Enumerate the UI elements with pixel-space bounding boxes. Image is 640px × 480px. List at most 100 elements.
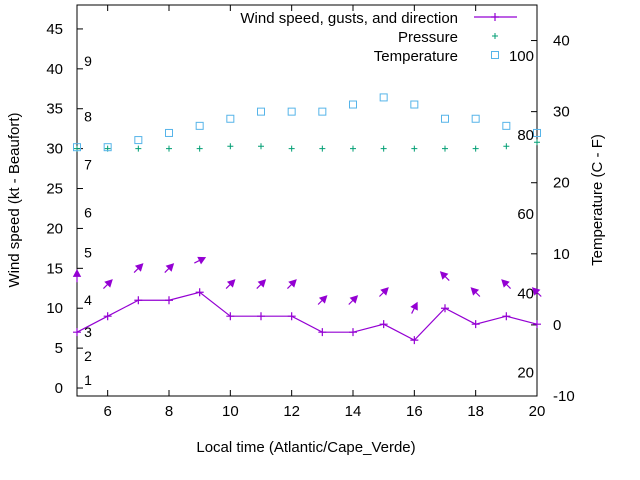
x-tick-label: 20 <box>529 403 546 420</box>
pressure-point <box>196 145 203 152</box>
fahrenheit-label: 100 <box>509 48 534 65</box>
temperature-point <box>533 128 541 137</box>
series-layer <box>72 93 542 345</box>
fahrenheit-label: 80 <box>517 127 534 144</box>
wind-speed-point <box>349 328 357 337</box>
x-tick-label: 10 <box>222 403 239 420</box>
wind-speed-point <box>410 336 419 345</box>
wind-direction-arrow <box>103 279 113 289</box>
wind-speed-point <box>502 312 511 321</box>
wind-direction-arrow <box>439 271 450 281</box>
y-tick-label: 35 <box>46 101 63 118</box>
pressure-point <box>503 143 510 150</box>
y2-tick-label: 20 <box>553 175 570 192</box>
x-tick-label: 12 <box>283 403 300 420</box>
wind-direction-arrow <box>531 287 542 297</box>
wind-speed-point <box>318 328 327 337</box>
legend-label-pressure: Pressure <box>398 29 458 46</box>
beaufort-label: 2 <box>84 348 92 364</box>
wind-speed-point <box>257 312 265 321</box>
wind-speed-line <box>76 291 538 341</box>
legend-swatches <box>474 13 517 59</box>
wind-direction-arrow <box>470 287 481 297</box>
fahrenheit-label: 20 <box>517 365 534 382</box>
pressure-point <box>350 145 356 152</box>
x-tick-label: 6 <box>103 403 111 420</box>
temperature-point <box>471 114 480 123</box>
wind-direction-arrow <box>164 263 175 273</box>
temperature-point <box>73 143 81 152</box>
wind-speed-point <box>103 312 112 321</box>
pressure-point <box>411 145 418 152</box>
temperature-point <box>349 100 357 109</box>
wind-direction-arrow <box>194 256 207 265</box>
temperature-point <box>165 128 173 137</box>
y-tick-label: 15 <box>46 260 63 277</box>
wind-direction-arrow <box>256 279 267 289</box>
y-tick-label: 20 <box>46 220 63 237</box>
wind-direction-arrow <box>225 279 236 289</box>
legend-marker-wind <box>491 13 499 21</box>
x-axis-title: Local time (Atlantic/Cape_Verde) <box>196 439 415 456</box>
pressure-point <box>442 145 448 152</box>
temperature-point <box>410 100 419 109</box>
fahrenheit-label: 60 <box>517 206 534 223</box>
y2-tick-label: 30 <box>553 104 570 121</box>
pressure-point <box>380 145 387 152</box>
beaufort-label: 4 <box>84 292 92 308</box>
temperature-point <box>379 93 388 102</box>
y-tick-label: 45 <box>46 21 63 38</box>
temperature-point <box>103 143 112 152</box>
beaufort-label: 5 <box>84 244 92 260</box>
temperature-point <box>318 107 327 116</box>
wind-direction-arrow <box>72 269 82 283</box>
y-tick-label: 0 <box>55 380 63 397</box>
wind-speed-point <box>287 312 296 321</box>
wind-speed-point <box>165 296 173 305</box>
pressure-point <box>534 139 540 146</box>
y2-tick-label: -10 <box>553 388 575 405</box>
y-tick-label: 5 <box>55 340 63 357</box>
legend: Wind speed, gusts, and direction Pressur… <box>240 10 517 65</box>
legend-marker-temperature <box>491 51 499 59</box>
wind-direction-arrow <box>348 295 359 305</box>
beaufort-label: 3 <box>84 324 92 340</box>
y-tick-label: 40 <box>46 61 63 78</box>
beaufort-label: 9 <box>84 53 92 69</box>
x-tick-label: 8 <box>165 403 173 420</box>
wind-speed-point <box>441 304 449 313</box>
wind-direction-arrow <box>133 263 144 273</box>
wind-speed-point <box>73 328 81 337</box>
pressure-point <box>227 143 234 150</box>
y2-axis-title: Temperature (C - F) <box>589 134 606 266</box>
beaufort-label: 6 <box>84 204 92 220</box>
beaufort-label: 1 <box>84 372 92 388</box>
pressure-point <box>288 145 295 152</box>
x-tick-label: 16 <box>406 403 423 420</box>
y2-tick-label: 0 <box>553 317 561 334</box>
wind-direction-arrow <box>317 295 328 305</box>
wind-speed-point <box>226 312 235 321</box>
pressure-point <box>166 145 172 152</box>
wind-speed-point <box>134 296 143 305</box>
temperature-point <box>441 114 449 123</box>
legend-label-temperature: Temperature <box>374 48 458 65</box>
y2-tick-label: 10 <box>553 246 570 263</box>
beaufort-label: 8 <box>84 109 92 125</box>
wind-speed-point <box>471 320 480 329</box>
wind-direction-arrow <box>287 279 297 289</box>
beaufort-label: 7 <box>84 157 92 173</box>
wind-direction-arrow <box>379 287 389 297</box>
wind-speed-point <box>533 320 541 329</box>
x-tick-label: 14 <box>345 403 362 420</box>
pressure-point <box>135 145 142 152</box>
plot-border <box>76 4 538 397</box>
legend-marker-pressure <box>492 33 498 39</box>
temperature-point <box>134 136 143 145</box>
annotation-layer: 1 2 3 4 5 6 7 8 9 20 40 60 80 100 <box>84 48 534 388</box>
temperature-point <box>287 107 296 116</box>
pressure-point <box>472 145 479 152</box>
x-tick-label: 18 <box>467 403 484 420</box>
temperature-point <box>502 121 511 130</box>
